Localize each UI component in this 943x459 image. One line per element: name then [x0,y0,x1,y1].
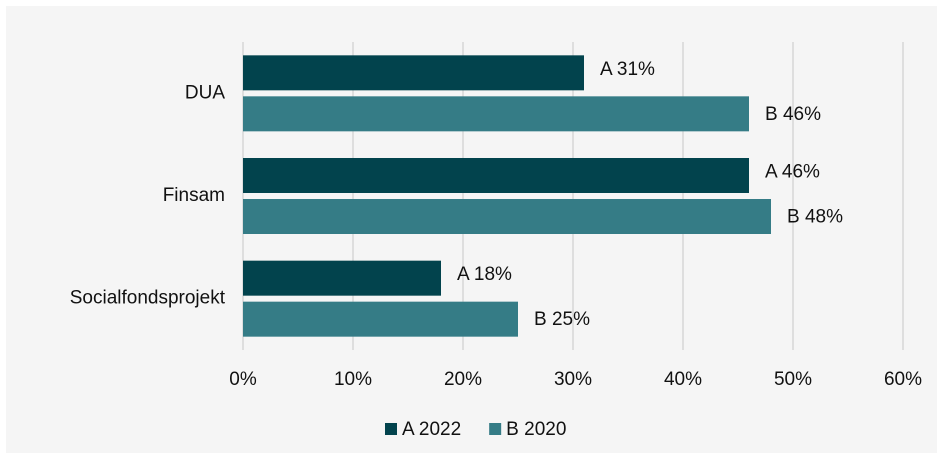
x-tick-label: 50% [774,369,812,390]
x-tick-label: 40% [664,369,702,390]
x-tick-label: 30% [554,369,592,390]
data-label: A 18% [457,264,512,285]
y-tick-label: Socialfondsprojekt [70,288,226,309]
legend-label: A 2022 [402,419,461,440]
data-label: B 46% [765,104,821,125]
bar [243,55,584,91]
y-tick-label: DUA [185,82,225,103]
data-label: B 25% [534,309,590,330]
y-tick-label: Finsam [163,185,225,206]
bar [243,96,749,132]
bar [243,199,771,234]
data-label: A 31% [600,59,655,80]
bar [243,260,441,296]
legend-label: B 2020 [506,419,566,440]
x-tick-label: 20% [444,369,482,390]
x-tick-label: 0% [229,369,257,390]
bar [243,301,518,337]
data-label: A 46% [765,162,820,183]
bar [243,158,749,193]
legend-swatch [385,423,397,435]
x-tick-label: 10% [334,369,372,390]
x-tick-label: 60% [884,369,922,390]
legend-swatch [489,423,502,435]
data-label: B 48% [787,207,843,228]
